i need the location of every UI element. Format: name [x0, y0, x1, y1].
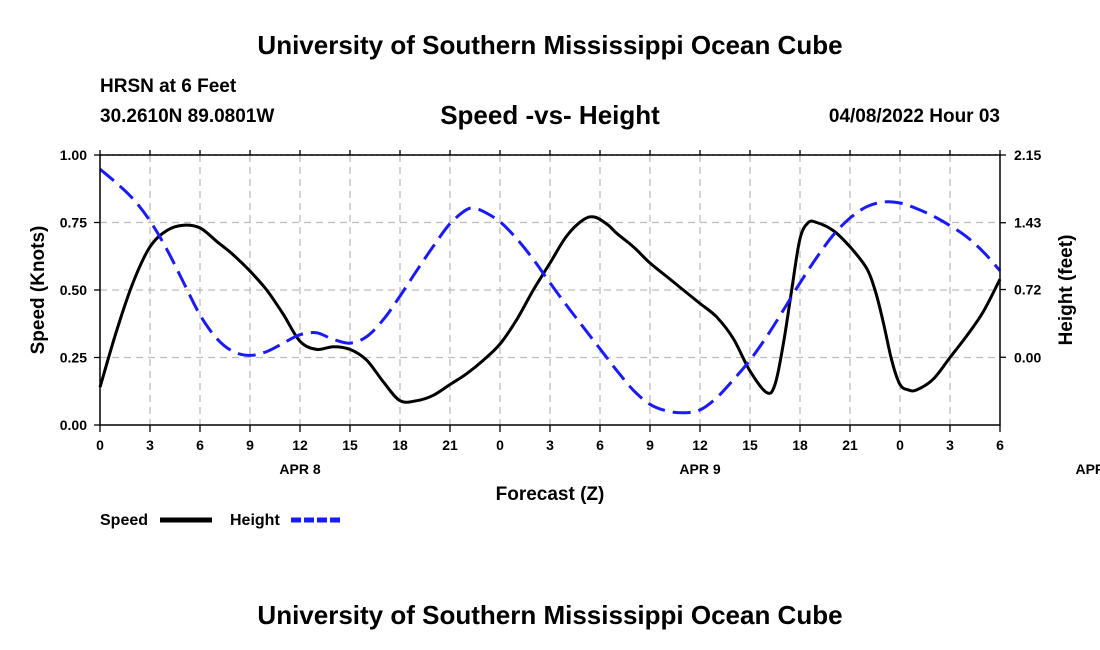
x-tick-label: 0	[896, 437, 904, 453]
date-label: APR 10	[1075, 461, 1100, 477]
date-label: APR 9	[679, 461, 720, 477]
y-right-tick-label: 2.15	[1014, 147, 1041, 163]
timestamp-label: 04/08/2022 Hour 03	[828, 106, 1000, 127]
y-left-tick-label: 0.00	[60, 417, 87, 433]
x-tick-label: 18	[792, 437, 808, 453]
x-tick-label: 12	[692, 437, 708, 453]
location-label: 30.2610N 89.0801W	[100, 106, 275, 127]
x-tick-label: 3	[546, 437, 554, 453]
station-label: HRSN at 6 Feet	[100, 76, 237, 97]
y-left-tick-label: 1.00	[60, 147, 87, 163]
footer-title: University of Southern Mississippi Ocean…	[257, 600, 843, 630]
x-tick-label: 12	[292, 437, 308, 453]
y-axis-left-label: Speed (Knots)	[28, 226, 49, 355]
x-tick-label: 3	[946, 437, 954, 453]
chart-title: Speed -vs- Height	[440, 100, 660, 130]
x-tick-label: 21	[842, 437, 858, 453]
axes: 0 3 6 9 12 15 18 21 0 3 6 9 12 15 18 21 0 3 6 APR 8 APR 9 APR…	[60, 147, 1100, 477]
x-axis-label: Forecast (Z)	[496, 484, 605, 505]
y-right-tick-label: 0.72	[1014, 282, 1041, 298]
x-tick-label: 9	[646, 437, 654, 453]
series-speed-line	[98, 215, 1002, 404]
x-tick-label: 6	[596, 437, 604, 453]
x-tick-label: 21	[442, 437, 458, 453]
x-tick-label: 15	[342, 437, 358, 453]
series-layer	[98, 167, 1002, 415]
grid-lines	[100, 154, 1000, 425]
y-left-tick-label: 0.50	[60, 282, 87, 298]
x-tick-label: 6	[196, 437, 204, 453]
y-axis-right-label: Height (feet)	[1056, 235, 1077, 346]
y-right-tick-label: 0.00	[1014, 349, 1041, 365]
x-tick-label: 0	[496, 437, 504, 453]
x-tick-label: 15	[742, 437, 758, 453]
y-left-tick-label: 0.25	[60, 350, 87, 366]
series-height-line	[99, 167, 1002, 415]
date-label: APR 8	[279, 461, 320, 477]
x-tick-label: 9	[246, 437, 254, 453]
legend: Speed Height	[100, 512, 343, 529]
x-tick-label: 6	[996, 437, 1004, 453]
legend-height-label: Height	[230, 512, 280, 529]
main-title: University of Southern Mississippi Ocean…	[257, 30, 843, 60]
x-tick-label: 18	[392, 437, 408, 453]
y-right-tick-label: 1.43	[1014, 215, 1041, 231]
legend-speed-label: Speed	[100, 512, 148, 529]
x-tick-label: 3	[146, 437, 154, 453]
y-left-tick-label: 0.75	[60, 215, 87, 231]
x-tick-label: 0	[96, 437, 104, 453]
